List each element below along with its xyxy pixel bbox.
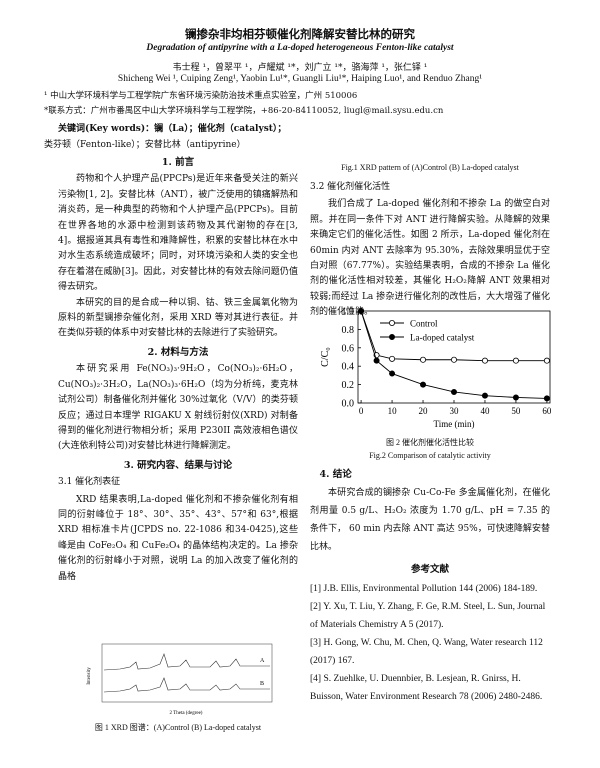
conclusion-paragraph: 本研究合成的镧掺杂 Cu-Co-Fe 多金属催化剂，在催化剂用量 0.5 g/L… — [310, 488, 550, 553]
data-point — [420, 356, 427, 363]
xrd-label-a: A — [260, 658, 265, 664]
data-point — [512, 394, 519, 401]
xrd-curve-b — [103, 677, 270, 693]
section-3-title: 3. 研究内容、结果与讨论 — [123, 459, 233, 471]
data-point — [373, 357, 380, 364]
xrd-figure: A B 2 Theta (degree) Intensity — [87, 643, 273, 716]
y-tick-label: 0.2 — [342, 380, 355, 391]
contact-info: *联系方式：广州市番禺区中山大学环境科学与工程学院，+86-20-8411005… — [44, 106, 444, 116]
y-tick-label: 0.8 — [342, 325, 355, 336]
legend-marker — [389, 333, 396, 340]
authors-en: Shicheng Wei ¹, Cuiping Zeng¹, Yaobin Lu… — [117, 74, 483, 84]
keywords: 关键词(Key words)：镧（La）；催化剂（catalyst）； — [58, 124, 287, 134]
reference-item: [2] Y. Xu, T. Liu, Y. Zhang, F. Ge, R.M.… — [310, 601, 546, 630]
y-tick-label: 0.0 — [342, 399, 355, 410]
xrd-curve-a — [103, 653, 270, 671]
references-title: 参考文献 — [410, 564, 449, 576]
data-point — [512, 357, 519, 364]
xrd-frame — [101, 643, 273, 703]
fig1-caption-en: Fig.1 XRD pattern of (A)Control (B) La-d… — [341, 163, 519, 172]
x-tick-label: 10 — [388, 406, 398, 416]
right-column-bottom: 4. 结论 本研究合成的镧掺杂 Cu-Co-Fe 多金属催化剂，在催化剂用量 0… — [310, 464, 550, 706]
x-tick-label: 30 — [450, 406, 460, 416]
xrd-xlabel: 2 Theta (degree) — [170, 711, 203, 716]
data-point — [389, 370, 396, 377]
left-column: 1. 前言 药物和个人护理产品(PPCPs)是近年来备受关注的新兴污染物[1, … — [58, 152, 298, 585]
x-tick-label: 60 — [542, 406, 552, 416]
y-tick-label: 0.4 — [342, 362, 355, 373]
xrd-ylabel: Intensity — [87, 667, 92, 685]
chart-y-label: C/C₀ — [320, 347, 331, 367]
activity-chart: 0.0 0.2 0.4 0.6 0.8 1.0 0 10 20 30 40 50 60 C/C₀ Tim… — [320, 307, 552, 430]
intro-paragraph-2: 本研究的目的是合成一种以铜、钴、铁三金属氧化物为原料的新型镧掺杂催化剂，采用 X… — [58, 297, 298, 339]
intro-paragraph-1: 药物和个人护理产品(PPCPs)是近年来备受关注的新兴污染物[1, 2]。安替比… — [58, 174, 298, 293]
data-point — [481, 357, 488, 364]
series-line-1 — [360, 310, 547, 399]
reference-item: [4] S. Zuehlke, U. Duennbier, B. Lesjean… — [310, 673, 543, 702]
right-column-top: 3.2 催化剂催化活性 我们合成了 La-doped 催化剂和不掺杂 La 的做… — [310, 178, 550, 321]
keywords-line2: 类芬顿（Fenton-like）；安替比林（antipyrine） — [44, 140, 246, 150]
affiliation: ¹ 中山大学环境科学与工程学院广东省环境污染防治技术重点实验室，广州 51000… — [44, 91, 358, 101]
data-point — [420, 381, 427, 388]
chart-x-label: Time (min) — [434, 419, 475, 429]
section-3-1-title: 3.1 催化剂表征 — [58, 477, 121, 488]
x-tick-label: 20 — [419, 406, 429, 416]
section-2-title: 2. 材料与方法 — [147, 346, 209, 358]
methods-paragraph: 本研究采用 Fe(NO₃)₃·9H₂O，Co(NO₃)₂·6H₂O，Cu(NO₃… — [58, 364, 298, 452]
data-point — [389, 355, 396, 362]
paper-title: 镧掺杂非均相芬顿催化剂降解安替比林的研究 — [185, 27, 415, 41]
reference-item: [3] H. Gong, W. Chu, M. Chen, Q. Wang, W… — [310, 637, 543, 666]
section-4-title: 4. 结论 — [319, 469, 352, 480]
x-tick-label: 0 — [359, 406, 364, 416]
fig2-caption-en: Fig.2 Comparison of catalytic activity — [369, 451, 491, 460]
section-3-2-title: 3.2 催化剂催化活性 — [310, 182, 391, 192]
characterization-paragraph: XRD 结果表明,La-doped 催化剂和不掺杂催化剂有相同的衍射峰位于 18… — [58, 494, 298, 582]
legend-label: La-doped catalyst — [410, 333, 475, 343]
section-1-title: 1. 前言 — [161, 157, 195, 168]
y-tick-label: 1.0 — [342, 307, 355, 318]
activity-paragraph: 我们合成了 La-doped 催化剂和不掺杂 La 的做空白对照。并在同一条件下… — [310, 199, 550, 318]
legend-label: Control — [410, 319, 438, 329]
data-point — [481, 392, 488, 399]
data-point — [543, 357, 550, 364]
authors-cn: 韦士程 ¹，曾翠平 ¹，卢耀斌 ¹*，刘广立 ¹*，骆海萍 ¹，张仁铎 ¹ — [172, 63, 428, 73]
fig1-caption: 图 1 XRD 图谱：(A)Control (B) La-doped catal… — [94, 723, 262, 732]
x-tick-label: 40 — [480, 406, 490, 416]
xrd-label-b: B — [260, 681, 264, 687]
paper-title-en: Degradation of antipyrine with a La-dope… — [146, 43, 454, 53]
reference-item: [1] J.B. Ellis, Environmental Pollution … — [310, 583, 538, 594]
fig2-caption: 图 2 催化剂催化活性比较 — [386, 438, 474, 447]
legend-marker — [389, 319, 396, 326]
x-tick-label: 50 — [511, 406, 521, 416]
reference-list: [1] J.B. Ellis, Environmental Pollution … — [310, 580, 550, 706]
data-point — [450, 388, 457, 395]
data-point — [450, 356, 457, 363]
y-tick-label: 0.6 — [342, 343, 355, 354]
